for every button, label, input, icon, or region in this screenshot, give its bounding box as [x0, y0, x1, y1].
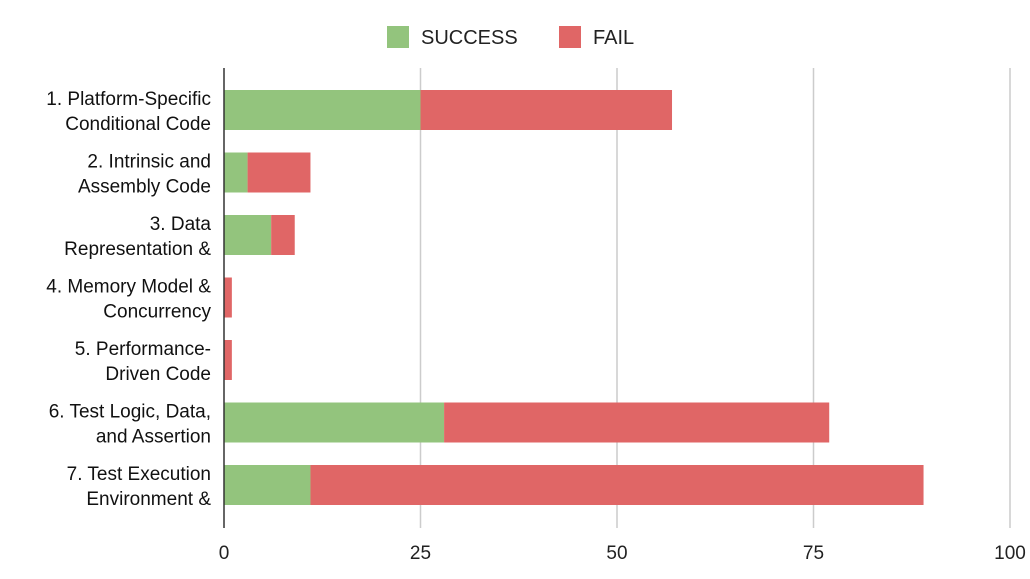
bar-success-1 — [224, 90, 421, 130]
legend-swatch-fail — [559, 26, 581, 48]
bar-success-2 — [224, 152, 248, 193]
bar-fail-5 — [224, 340, 232, 380]
category-label-7: 7. Test Execution Environment & — [67, 464, 212, 510]
x-tick-label-0: 0 — [219, 543, 230, 564]
category-label-line: Concurrency — [103, 302, 211, 323]
legend-label-fail: FAIL — [593, 27, 634, 49]
x-tick-labels: 0 25 50 75 100 — [219, 543, 1026, 564]
category-label-2: 2. Intrinsic and Assembly Code — [78, 152, 211, 198]
category-label-line: and Assertion — [96, 427, 211, 448]
bar-fail-3 — [271, 215, 295, 255]
category-label-4: 4. Memory Model & Concurrency — [46, 277, 211, 323]
x-tick-label-50: 50 — [606, 543, 627, 564]
category-label-line: Representation & — [64, 239, 211, 260]
bar-fail-4 — [224, 277, 232, 318]
category-label-line: Driven Code — [105, 364, 211, 385]
category-label-line: 3. Data — [150, 214, 212, 235]
bar-fail-1 — [420, 90, 673, 130]
category-label-line: 2. Intrinsic and — [87, 152, 211, 173]
category-label-line: Conditional Code — [65, 114, 211, 135]
category-label-3: 3. Data Representation & — [64, 214, 211, 260]
category-label-6: 6. Test Logic, Data, and Assertion — [49, 402, 211, 448]
bar-success-3 — [224, 215, 272, 255]
bar-success-7 — [224, 465, 311, 505]
category-label-5: 5. Performance- Driven Code — [75, 339, 211, 385]
legend-label-success: SUCCESS — [421, 27, 518, 49]
bars — [224, 90, 924, 505]
category-label-line: Assembly Code — [78, 177, 211, 198]
x-tick-label-100: 100 — [994, 543, 1026, 564]
bar-fail-6 — [444, 402, 830, 443]
category-label-line: Environment & — [86, 489, 211, 510]
gridlines — [419, 68, 1011, 528]
category-labels: 1. Platform-Specific Conditional Code 2. I… — [46, 89, 211, 510]
legend-swatch-success — [387, 26, 409, 48]
category-label-line: 4. Memory Model & — [46, 277, 211, 298]
category-label-1: 1. Platform-Specific Conditional Code — [46, 89, 211, 135]
category-label-line: 1. Platform-Specific — [46, 89, 211, 110]
category-label-line: 5. Performance- — [75, 339, 211, 360]
bar-fail-7 — [310, 465, 924, 505]
category-label-line: 7. Test Execution — [67, 464, 211, 485]
bar-fail-2 — [247, 152, 311, 193]
category-label-line: 6. Test Logic, Data, — [49, 402, 211, 423]
legend: SUCCESS FAIL — [387, 26, 634, 49]
bar-success-6 — [224, 402, 445, 443]
x-tick-label-75: 75 — [803, 543, 824, 564]
x-tick-label-25: 25 — [410, 543, 431, 564]
